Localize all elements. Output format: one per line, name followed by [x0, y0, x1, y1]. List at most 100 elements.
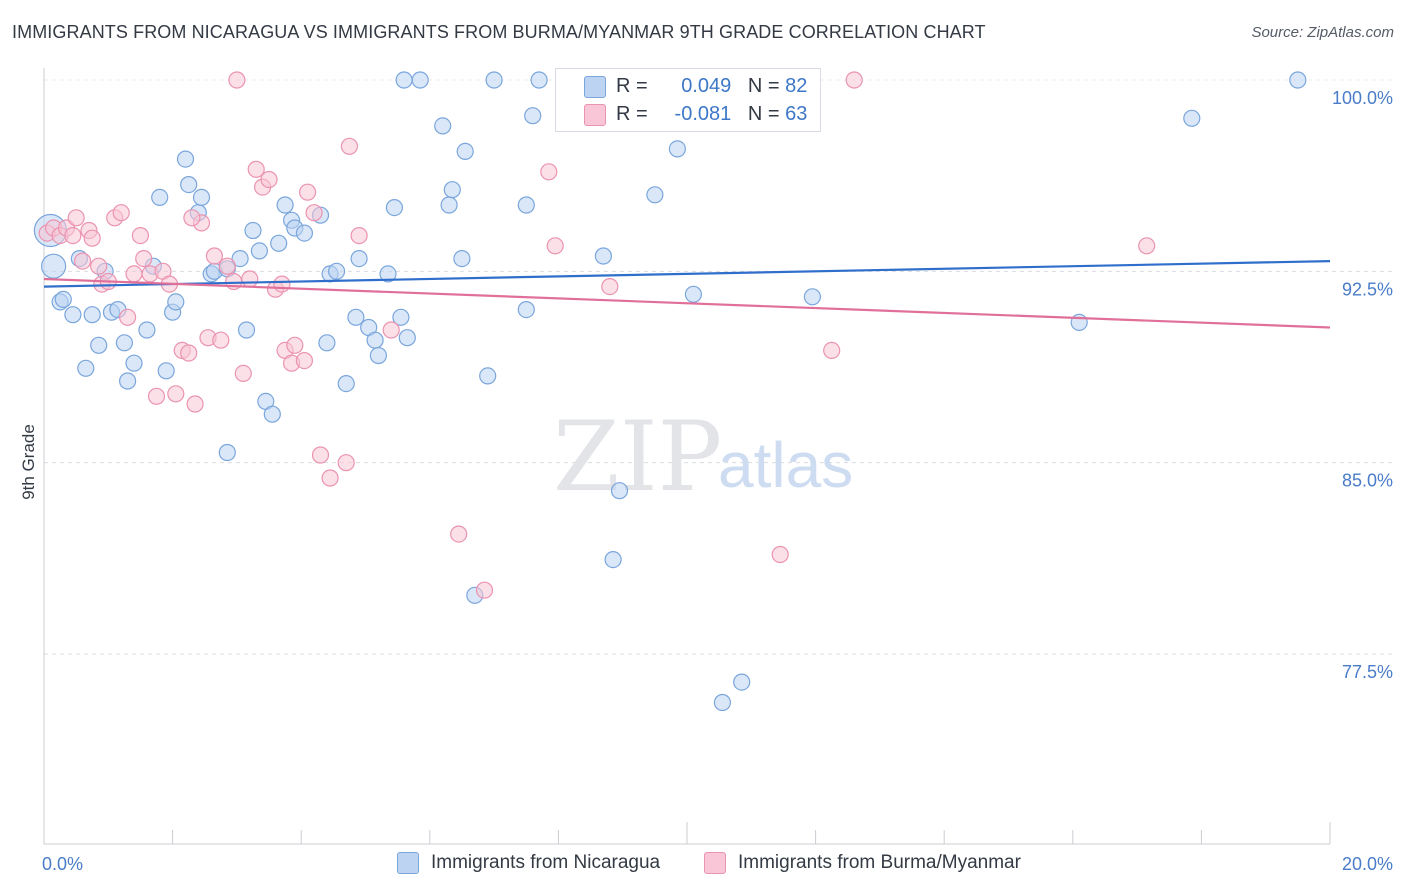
y-tick-label: 100.0%: [1332, 88, 1393, 108]
point-nicaragua: [138, 321, 156, 339]
point-burma: [125, 265, 143, 283]
point-nicaragua: [157, 362, 175, 380]
point-burma: [601, 278, 619, 296]
point-burma: [286, 336, 304, 354]
point-nicaragua: [456, 142, 474, 160]
point-burma: [118, 308, 137, 326]
point-burma: [260, 170, 278, 189]
watermark-zip: ZIP: [553, 401, 722, 513]
point-nicaragua: [125, 354, 143, 372]
point-nicaragua: [118, 372, 137, 390]
legend-row-nicaragua: R = 0.049 N = 82: [616, 74, 807, 98]
legend-n-label: N =: [747, 74, 780, 97]
point-burma: [295, 352, 313, 370]
point-burma: [311, 446, 330, 464]
chart-title: IMMIGRANTS FROM NICARAGUA VS IMMIGRANTS …: [12, 22, 986, 42]
legend-swatch-nicaragua: [584, 76, 606, 98]
point-nicaragua: [395, 71, 413, 89]
series-label-nicaragua: Immigrants from Nicaragua: [431, 852, 661, 873]
point-nicaragua: [350, 250, 368, 268]
point-burma: [540, 163, 558, 181]
point-nicaragua: [83, 306, 101, 324]
point-nicaragua: [530, 71, 548, 89]
point-nicaragua: [250, 242, 268, 260]
point-burma: [64, 227, 82, 245]
series-legend-burma[interactable]: Immigrants from Burma/Myanmar: [704, 852, 1021, 874]
point-burma: [83, 229, 101, 247]
point-burma: [73, 252, 92, 270]
point-nicaragua: [90, 336, 108, 354]
point-burma: [112, 204, 130, 222]
point-burma: [450, 525, 468, 543]
point-burma: [1138, 237, 1156, 255]
point-nicaragua: [485, 71, 503, 89]
point-burma: [350, 227, 368, 245]
point-burma: [845, 71, 863, 89]
trend-line-burma: [43, 277, 1331, 329]
point-burma: [241, 270, 259, 288]
point-nicaragua: [713, 693, 732, 712]
point-burma: [212, 331, 230, 349]
point-nicaragua: [604, 550, 622, 569]
point-nicaragua: [328, 262, 346, 280]
point-burma: [147, 387, 166, 405]
legend-n-label: N =: [747, 102, 780, 125]
point-nicaragua: [64, 306, 82, 324]
point-burma: [186, 395, 204, 413]
point-burma: [205, 247, 223, 265]
point-nicaragua: [517, 196, 535, 214]
point-burma: [247, 160, 265, 178]
point-nicaragua: [167, 293, 185, 311]
point-burma: [228, 71, 246, 89]
point-burma: [135, 250, 153, 268]
legend-r-label: R =: [616, 74, 648, 97]
point-nicaragua: [40, 253, 67, 279]
point-burma: [771, 545, 789, 564]
point-nicaragua: [244, 221, 262, 240]
legend-r-label: R =: [616, 102, 648, 125]
point-nicaragua: [524, 107, 542, 125]
point-nicaragua: [733, 673, 751, 691]
point-nicaragua: [337, 375, 355, 393]
point-burma: [305, 204, 323, 222]
trend-lines: [43, 260, 1331, 329]
point-nicaragua: [684, 285, 703, 303]
point-nicaragua: [77, 359, 95, 377]
x-tick-label: 20.0%: [1342, 854, 1393, 874]
data-points: [33, 71, 1307, 712]
legend-swatch-burma: [584, 104, 606, 126]
point-nicaragua: [180, 176, 198, 194]
series-swatch-burma: [704, 852, 726, 874]
point-burma: [475, 581, 494, 599]
point-nicaragua: [231, 250, 249, 268]
point-nicaragua: [295, 224, 313, 242]
point-nicaragua: [1289, 71, 1307, 89]
point-burma: [234, 364, 252, 382]
point-nicaragua: [263, 405, 281, 423]
point-nicaragua: [440, 196, 458, 214]
point-burma: [382, 321, 400, 339]
legend-n-value: 63: [785, 102, 808, 125]
legend-r-value: 0.049: [681, 74, 732, 97]
point-nicaragua: [192, 188, 211, 206]
legend-row-burma: R = -0.081 N = 63: [616, 102, 807, 126]
point-nicaragua: [369, 346, 387, 365]
point-nicaragua: [398, 329, 416, 347]
y-tick-label: 92.5%: [1342, 279, 1393, 299]
series-label-burma: Immigrants from Burma/Myanmar: [738, 852, 1021, 873]
point-burma: [218, 257, 236, 275]
point-burma: [299, 183, 317, 201]
trend-line-nicaragua: [43, 260, 1331, 288]
point-nicaragua: [668, 140, 687, 158]
legend-r-value: -0.081: [674, 102, 732, 125]
point-nicaragua: [434, 117, 452, 135]
point-burma: [321, 469, 339, 487]
point-burma: [273, 275, 291, 293]
point-nicaragua: [453, 250, 471, 268]
watermark-atlas: atlas: [718, 429, 853, 501]
point-burma: [337, 454, 355, 472]
point-nicaragua: [270, 234, 288, 252]
series-legend-nicaragua[interactable]: Immigrants from Nicaragua: [397, 852, 660, 874]
point-burma: [90, 257, 108, 275]
